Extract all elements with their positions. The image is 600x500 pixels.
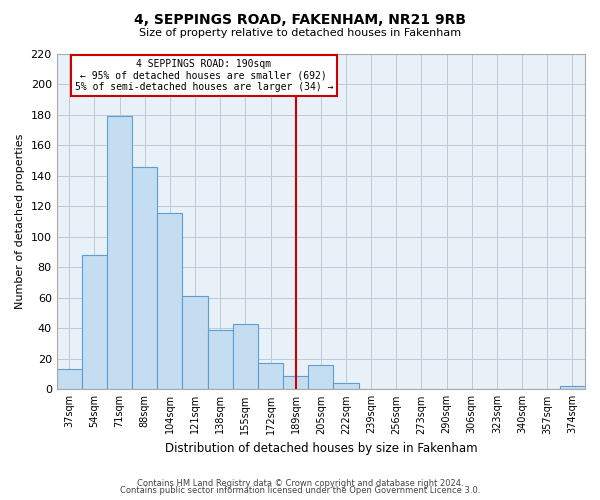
Bar [157, 212, 182, 390]
Bar [334, 383, 359, 390]
Bar [132, 167, 157, 390]
Y-axis label: Number of detached properties: Number of detached properties [15, 134, 25, 310]
Bar [82, 255, 107, 390]
Bar [283, 376, 308, 390]
Bar [182, 296, 208, 390]
Bar [233, 324, 258, 390]
Bar [308, 365, 334, 390]
Bar [208, 330, 233, 390]
Bar [107, 116, 132, 390]
Text: Contains HM Land Registry data © Crown copyright and database right 2024.: Contains HM Land Registry data © Crown c… [137, 478, 463, 488]
Bar [56, 370, 82, 390]
Text: Size of property relative to detached houses in Fakenham: Size of property relative to detached ho… [139, 28, 461, 38]
Text: Contains public sector information licensed under the Open Government Licence 3.: Contains public sector information licen… [120, 486, 480, 495]
Bar [258, 364, 283, 390]
X-axis label: Distribution of detached houses by size in Fakenham: Distribution of detached houses by size … [164, 442, 477, 455]
Bar [560, 386, 585, 390]
Text: 4, SEPPINGS ROAD, FAKENHAM, NR21 9RB: 4, SEPPINGS ROAD, FAKENHAM, NR21 9RB [134, 12, 466, 26]
Text: 4 SEPPINGS ROAD: 190sqm
← 95% of detached houses are smaller (692)
5% of semi-de: 4 SEPPINGS ROAD: 190sqm ← 95% of detache… [74, 58, 333, 92]
